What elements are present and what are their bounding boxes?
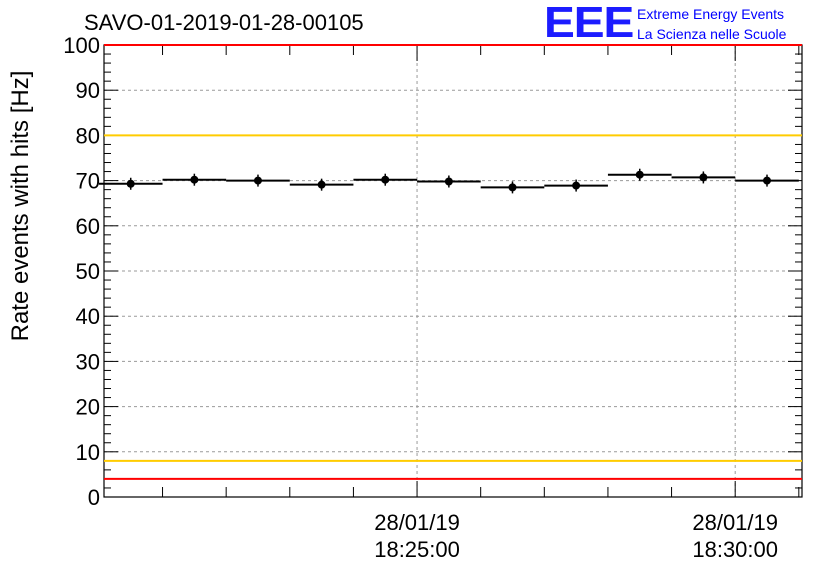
data-point — [699, 173, 708, 182]
data-point — [317, 180, 326, 189]
y-tick-label: 0 — [88, 485, 100, 510]
y-tick-label: 100 — [63, 33, 100, 58]
data-point — [253, 176, 262, 185]
x-tick-date: 28/01/19 — [374, 510, 460, 535]
data-point — [126, 179, 135, 188]
y-tick-label: 80 — [76, 123, 100, 148]
logo-line-2: La Scienza nelle Scuole — [637, 26, 787, 42]
data-point — [190, 175, 199, 184]
y-tick-label: 90 — [76, 78, 100, 103]
y-tick-label: 70 — [76, 169, 100, 194]
y-tick-label: 20 — [76, 395, 100, 420]
data-point — [572, 181, 581, 190]
y-tick-label: 50 — [76, 259, 100, 284]
data-point — [763, 176, 772, 185]
x-tick-time: 18:30:00 — [692, 537, 778, 562]
y-tick-label: 40 — [76, 304, 100, 329]
logo-line-1: Extreme Energy Events — [637, 6, 785, 22]
x-tick-date: 28/01/19 — [692, 510, 778, 535]
chart-title: SAVO-01-2019-01-28-00105 — [84, 10, 364, 35]
logo-mark: EEE — [544, 0, 634, 47]
y-tick-label: 10 — [76, 440, 100, 465]
x-tick-time: 18:25:00 — [374, 537, 460, 562]
y-tick-label: 30 — [76, 349, 100, 374]
data-point — [635, 170, 644, 179]
data-point — [508, 183, 517, 192]
data-point — [444, 177, 453, 186]
y-axis-title: Rate events with hits [Hz] — [7, 71, 34, 342]
y-tick-label: 60 — [76, 214, 100, 239]
data-point — [381, 175, 390, 184]
